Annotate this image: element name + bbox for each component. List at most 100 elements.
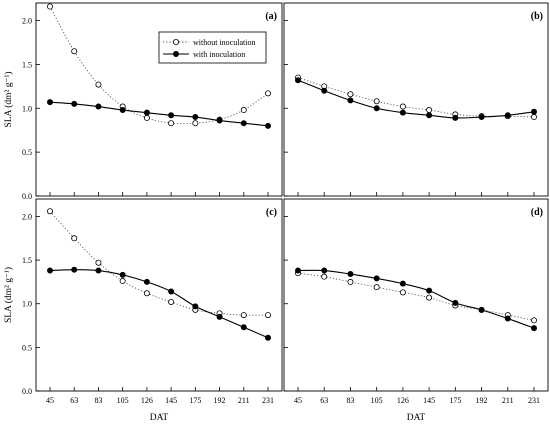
open-marker bbox=[426, 294, 433, 301]
x-tick-label: 231 bbox=[262, 396, 274, 405]
filled-marker bbox=[347, 97, 354, 104]
open-marker bbox=[399, 289, 406, 296]
filled-marker bbox=[168, 112, 175, 119]
x-tick-label: 105 bbox=[117, 396, 129, 405]
open-marker bbox=[95, 81, 102, 88]
dotted-trend-line bbox=[49, 210, 269, 316]
solid-trend-line bbox=[297, 269, 535, 329]
y-tick-label: 2.0 bbox=[22, 17, 32, 26]
y-tick-label: 2.0 bbox=[22, 212, 32, 221]
filled-marker bbox=[119, 107, 126, 114]
series-with-inoculation bbox=[47, 266, 271, 341]
x-tick-label: 126 bbox=[397, 396, 409, 405]
filled-marker bbox=[426, 112, 433, 119]
filled-marker bbox=[143, 278, 150, 285]
series-without-inoculation bbox=[47, 3, 271, 127]
filled-marker bbox=[452, 114, 459, 121]
legend-box bbox=[158, 31, 267, 64]
panel-label: (c) bbox=[266, 207, 277, 218]
open-marker bbox=[47, 208, 54, 215]
y-tick-label: 0.0 bbox=[22, 192, 32, 201]
filled-marker bbox=[347, 271, 354, 278]
panel-label: (d) bbox=[531, 207, 543, 218]
filled-marker bbox=[531, 108, 538, 115]
panel-a: 0.0 0.5 1.0 1.5 2.0 SLA (dm² g⁻¹) (a) without i… bbox=[3, 2, 283, 201]
panel-label: (a) bbox=[265, 11, 277, 22]
filled-marker bbox=[321, 267, 328, 274]
filled-marker bbox=[264, 122, 271, 129]
plot-frame bbox=[283, 2, 549, 197]
open-marker bbox=[168, 120, 175, 127]
legend-filled-marker bbox=[172, 51, 179, 58]
y-tick-label: 1.5 bbox=[22, 256, 32, 265]
panel-c: 0.0 0.5 1.0 1.5 2.0 45 63 83 105 126 145 175 192 211 2… bbox=[3, 198, 283, 423]
open-marker bbox=[264, 90, 271, 97]
series-without-inoculation bbox=[294, 270, 538, 324]
series-without-inoculation bbox=[47, 208, 271, 319]
open-marker bbox=[119, 278, 126, 285]
filled-marker bbox=[71, 266, 78, 273]
plot-frame bbox=[283, 198, 549, 392]
plot-frame bbox=[35, 2, 283, 197]
y-axis-title: SLA (dm² g⁻¹) bbox=[3, 71, 14, 127]
filled-marker bbox=[294, 77, 301, 84]
open-marker bbox=[426, 107, 433, 114]
filled-marker bbox=[47, 99, 54, 106]
y-tick-label: 0.0 bbox=[22, 387, 32, 396]
y-tick-label: 0.5 bbox=[22, 343, 32, 352]
x-tick-label: 145 bbox=[165, 396, 177, 405]
open-marker bbox=[531, 114, 538, 121]
filled-marker bbox=[294, 267, 301, 274]
x-tick-label: 83 bbox=[94, 396, 102, 405]
x-tick-label: 211 bbox=[502, 396, 514, 405]
dotted-trend-line bbox=[297, 77, 535, 118]
open-marker bbox=[192, 120, 199, 127]
series-with-inoculation bbox=[294, 77, 538, 121]
x-tick-label: 126 bbox=[141, 396, 153, 405]
filled-marker bbox=[119, 271, 126, 278]
filled-marker bbox=[192, 303, 199, 310]
filled-marker bbox=[321, 87, 328, 94]
y-tick-label: 1.0 bbox=[22, 104, 32, 113]
plot-frame bbox=[35, 198, 283, 392]
series-without-inoculation bbox=[294, 74, 538, 121]
x-tick-label: 45 bbox=[294, 396, 302, 405]
filled-marker bbox=[264, 334, 271, 341]
open-marker bbox=[399, 103, 406, 110]
filled-marker bbox=[373, 275, 380, 282]
series-with-inoculation bbox=[47, 99, 271, 129]
x-tick-label: 63 bbox=[70, 396, 78, 405]
filled-marker bbox=[240, 324, 247, 331]
open-marker bbox=[373, 98, 380, 105]
filled-marker bbox=[426, 287, 433, 294]
filled-marker bbox=[399, 109, 406, 116]
dotted-trend-line bbox=[297, 272, 535, 321]
x-tick-label: 45 bbox=[46, 396, 54, 405]
legend: without inoculation with inoculation bbox=[158, 31, 267, 64]
panel-label: (b) bbox=[531, 11, 543, 22]
filled-marker bbox=[531, 325, 538, 332]
open-marker bbox=[240, 107, 247, 114]
x-tick-label: 192 bbox=[214, 396, 226, 405]
x-axis-title: DAT bbox=[150, 413, 169, 423]
filled-marker bbox=[399, 280, 406, 287]
solid-trend-line bbox=[49, 101, 269, 127]
filled-marker bbox=[373, 105, 380, 112]
open-marker bbox=[240, 312, 247, 319]
filled-marker bbox=[168, 288, 175, 295]
solid-trend-line bbox=[297, 79, 535, 119]
open-marker bbox=[264, 312, 271, 319]
solid-trend-line bbox=[49, 269, 269, 339]
filled-marker bbox=[478, 114, 485, 121]
filled-marker bbox=[216, 313, 223, 320]
y-tick-label: 1.0 bbox=[22, 300, 32, 309]
open-marker bbox=[347, 91, 354, 98]
y-axis-title: SLA (dm² g⁻¹) bbox=[3, 267, 14, 323]
x-tick-label: 231 bbox=[528, 396, 540, 405]
x-tick-label: 211 bbox=[238, 396, 250, 405]
filled-marker bbox=[504, 315, 511, 322]
x-tick-label: 175 bbox=[189, 396, 201, 405]
x-tick-label: 145 bbox=[423, 396, 435, 405]
panel-d: 45 63 83 105 126 145 175 192 211 231 DAT (d) bbox=[283, 198, 549, 423]
